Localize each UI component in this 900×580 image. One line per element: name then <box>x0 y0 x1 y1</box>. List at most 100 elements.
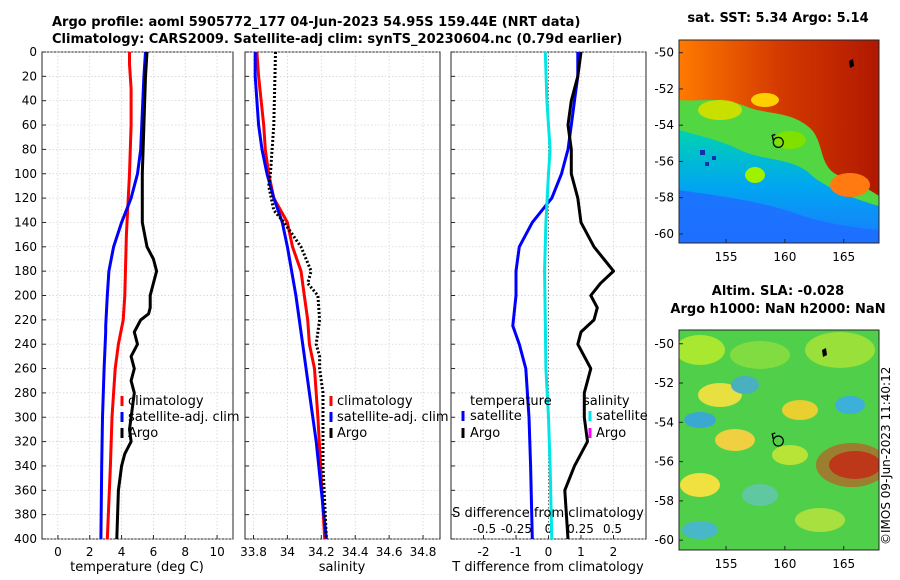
x-tick-label: 2 <box>610 545 618 559</box>
depth-tick-label: 260 <box>14 362 37 376</box>
legend-label-climatology: climatology <box>128 394 204 409</box>
legend-label-climatology: climatology <box>337 394 413 409</box>
temperature-legend: climatology satellite-adj. clim Argo <box>120 394 240 441</box>
x-tick-label: -1 <box>510 545 522 559</box>
x-tick-label: 1 <box>577 545 585 559</box>
legend-label-argo: Argo <box>128 426 158 441</box>
salinity-xlabel: salinity <box>319 560 366 575</box>
lon-tick-label: 165 <box>832 250 855 264</box>
depth-tick-label: 380 <box>14 508 37 522</box>
series-line-temperature-argo <box>563 52 615 539</box>
lat-tick-label: -60 <box>654 533 674 547</box>
x-tick-label: 34.4 <box>342 545 369 559</box>
x-tick-label: 34.6 <box>376 545 403 559</box>
difference-legend: temperature satellite Argo salinity sate… <box>461 394 648 441</box>
salinity-panel: 33.8 34 34.2 34.4 34.6 34.8 salinity climatol… <box>240 51 449 575</box>
x-tick-label: 4 <box>118 545 126 559</box>
sla-lat-tick-labels: -50 -52 -54 -56 -58 -60 <box>654 337 683 547</box>
depth-tick-labels: 0 20 40 60 80 100 120 140 160 180 200 220 240 260 280 3… <box>14 45 37 546</box>
sla-lon-tick-labels: 155 160 165 <box>715 546 855 571</box>
lon-tick-label: 160 <box>773 250 796 264</box>
series-line-satellite-adj-clim <box>99 52 147 539</box>
figure-title-line1: Argo profile: aoml 5905772_177 04-Jun-20… <box>52 15 581 30</box>
argo-position-marker <box>771 133 784 149</box>
depth-tick-label: 0 <box>29 45 37 59</box>
lat-tick-label: -56 <box>654 154 674 168</box>
sla-map-title-line1: Altim. SLA: -0.028 <box>712 284 844 299</box>
series-line-argo <box>115 52 159 539</box>
depth-tick-label: 280 <box>14 386 37 400</box>
difference-panel: -2 -1 0 1 2 -0.5 -0.25 0 0.25 0.5 T difference f… <box>450 51 648 575</box>
sla-map: Altim. SLA: -0.028 Argo h1000: NaN h2000… <box>654 284 885 571</box>
argo-position-circle <box>772 435 784 447</box>
series-line-temperature-satellite <box>511 52 580 539</box>
x-tick-label: 6 <box>150 545 158 559</box>
salinity-series <box>253 52 328 539</box>
depth-tick-label: 60 <box>22 118 37 132</box>
temperature-grid <box>42 51 233 540</box>
sst-map-title: sat. SST: 5.34 Argo: 5.14 <box>687 11 868 26</box>
x-tick-label: 10 <box>209 545 224 559</box>
legend-label-t-argo: Argo <box>470 426 500 441</box>
temperature-panel: 0204060801001201401601802002202402602803… <box>14 45 240 575</box>
sst-lat-tick-labels: -50 -52 -54 -56 -58 -60 <box>654 46 683 241</box>
depth-tick-label: 160 <box>14 240 37 254</box>
sla-map-title-line2: Argo h1000: NaN h2000: NaN <box>670 302 885 317</box>
depth-tick-label: 200 <box>14 289 37 303</box>
argo-track-segment <box>771 432 776 440</box>
lon-tick-label: 160 <box>773 557 796 571</box>
copyright-text: ©IMOS 09-Jun-2023 11:40:12 <box>879 367 893 545</box>
lat-tick-label: -60 <box>654 227 674 241</box>
x-tick-label: 0 <box>545 545 553 559</box>
series-line-climatology <box>105 52 133 539</box>
legend-label-s-satellite: satellite <box>596 409 648 424</box>
depth-tick-label: 360 <box>14 483 37 497</box>
sla-field <box>679 330 879 550</box>
depth-tick-label: 300 <box>14 410 37 424</box>
legend-label-t-satellite: satellite <box>470 409 522 424</box>
argo-track-segment <box>771 133 776 141</box>
depth-tick-label: 120 <box>14 191 37 205</box>
x-tick-label: 34.2 <box>308 545 335 559</box>
depth-tick-label: 400 <box>14 532 37 546</box>
depth-tick-label: 320 <box>14 435 37 449</box>
depth-tick-label: 40 <box>22 94 37 108</box>
s-tick-label: 0.25 <box>567 522 594 536</box>
legend-title-temperature: temperature <box>470 394 552 409</box>
temperature-xlabel: temperature (deg C) <box>70 560 204 575</box>
temperature-tick-labels: 0 2 4 6 8 10 <box>54 545 225 559</box>
x-tick-label: 34.8 <box>410 545 437 559</box>
lat-tick-label: -56 <box>654 455 674 469</box>
lat-tick-label: -54 <box>654 415 674 429</box>
x-tick-label: 2 <box>86 545 94 559</box>
lat-tick-label: -50 <box>654 46 674 60</box>
sst-lon-tick-labels: 155 160 165 <box>715 239 855 264</box>
legend-label-satellite: satellite-adj. clim <box>128 410 240 425</box>
t-difference-tick-labels: -2 -1 0 1 2 <box>478 545 618 559</box>
legend-label-s-argo: Argo <box>596 426 626 441</box>
difference-series <box>511 52 615 539</box>
sst-map-frame <box>678 39 880 244</box>
depth-tick-label: 80 <box>22 142 37 156</box>
legend-label-satellite: satellite-adj. clim <box>337 410 449 425</box>
lon-tick-label: 165 <box>832 557 855 571</box>
lat-tick-label: -52 <box>654 82 674 96</box>
s-tick-label: 0.5 <box>603 522 622 536</box>
x-tick-label: 0 <box>54 545 62 559</box>
salinity-tick-labels: 33.8 34 34.2 34.4 34.6 34.8 <box>240 545 436 559</box>
depth-tick-label: 220 <box>14 313 37 327</box>
lon-tick-label: 155 <box>715 557 738 571</box>
lat-tick-label: -58 <box>654 494 674 508</box>
lon-tick-label: 155 <box>715 250 738 264</box>
lat-tick-label: -54 <box>654 118 674 132</box>
depth-tick-label: 20 <box>22 69 37 83</box>
t-difference-xlabel: T difference from climatology <box>451 560 644 575</box>
series-line-argo <box>267 52 328 539</box>
depth-tick-label: 240 <box>14 337 37 351</box>
figure-title-line2: Climatology: CARS2009. Satellite-adj cli… <box>52 32 623 47</box>
lat-tick-label: -52 <box>654 376 674 390</box>
lat-tick-label: -58 <box>654 191 674 205</box>
argo-position-circle <box>772 136 784 149</box>
x-tick-label: 34 <box>280 545 295 559</box>
